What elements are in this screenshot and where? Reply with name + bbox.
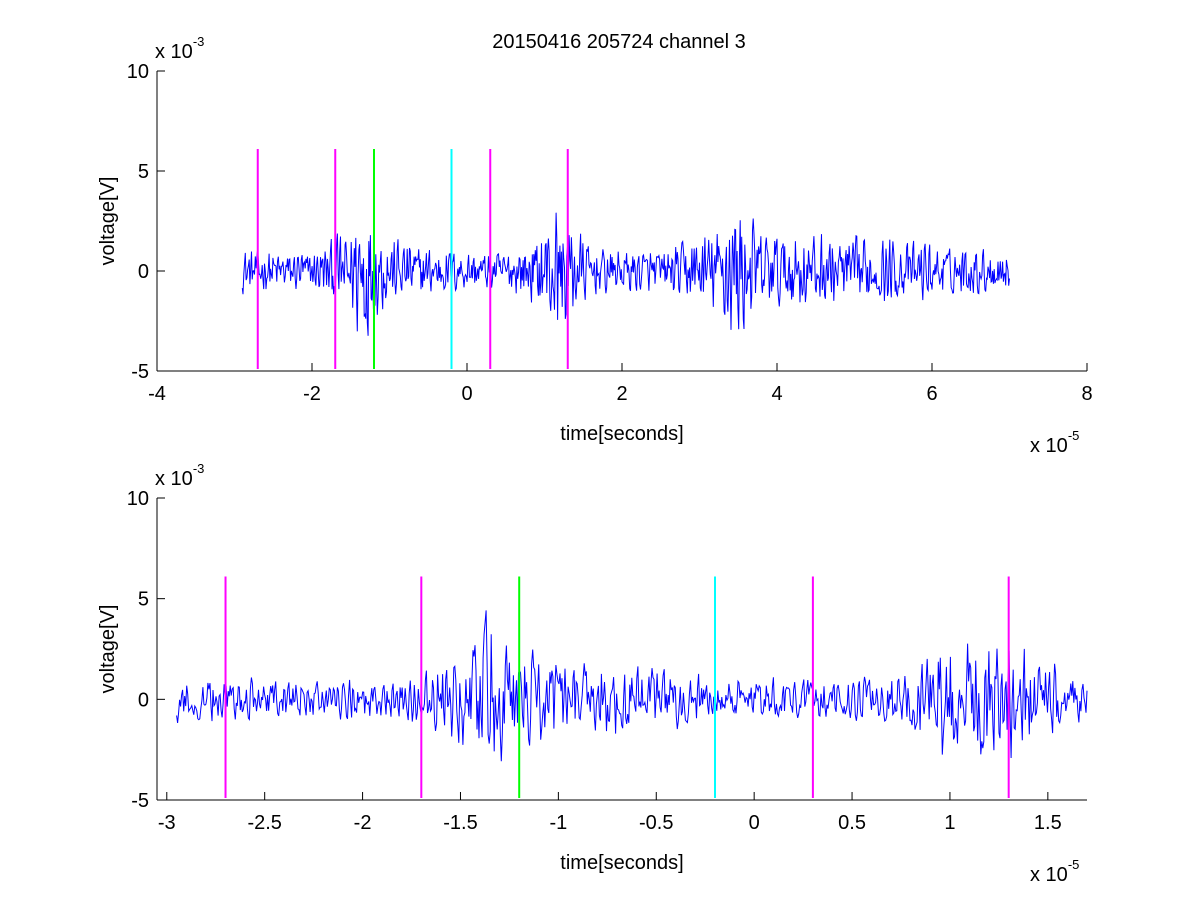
x-tick-label: 8 bbox=[1081, 383, 1092, 405]
y-tick-label: -5 bbox=[131, 361, 149, 383]
x-tick-label: -2 bbox=[354, 812, 372, 834]
x-tick-label: -3 bbox=[158, 812, 176, 834]
x-tick-label: 1 bbox=[944, 812, 955, 834]
x-tick-label: -4 bbox=[148, 383, 166, 405]
y-tick-label: 0 bbox=[138, 261, 149, 283]
y-tick-label: 10 bbox=[127, 61, 149, 83]
x-tick-label: 0 bbox=[749, 812, 760, 834]
signal-trace bbox=[176, 610, 1088, 762]
x-axis-label: time[seconds] bbox=[560, 852, 683, 874]
x-tick-label: 2 bbox=[616, 383, 627, 405]
x-tick-label: 4 bbox=[771, 383, 782, 405]
y-tick-label: -5 bbox=[131, 790, 149, 812]
x-tick-label: -0.5 bbox=[639, 812, 673, 834]
x-tick-label: -2 bbox=[303, 383, 321, 405]
y-multiplier: x 10-3 bbox=[155, 34, 204, 63]
x-multiplier: x 10-5 bbox=[1030, 857, 1079, 886]
x-tick-label: 1.5 bbox=[1034, 812, 1062, 834]
x-tick-label: -2.5 bbox=[247, 812, 281, 834]
bottom-plot: -3 -2.5 -2 -1.5 -1 -0.5 0 0.5 1 1.5 -5 0 5 10 time[sec… bbox=[97, 461, 1088, 886]
x-tick-label: -1 bbox=[549, 812, 567, 834]
signal-trace bbox=[241, 212, 1010, 336]
y-multiplier: x 10-3 bbox=[155, 461, 204, 490]
x-axis-label: time[seconds] bbox=[560, 423, 683, 445]
y-axis-label: voltage[V] bbox=[97, 177, 119, 266]
y-tick-label: 0 bbox=[138, 689, 149, 711]
x-tick-label: 0 bbox=[461, 383, 472, 405]
x-tick-label: 6 bbox=[926, 383, 937, 405]
x-tick-label: 0.5 bbox=[838, 812, 866, 834]
y-axis-label: voltage[V] bbox=[97, 605, 119, 694]
y-tick-label: 10 bbox=[127, 488, 149, 510]
top-plot: -4 -2 0 2 4 6 8 -5 0 5 10 time[seconds] voltage[V] x … bbox=[97, 34, 1093, 457]
x-multiplier: x 10-5 bbox=[1030, 428, 1079, 457]
chart-title: 20150416 205724 channel 3 bbox=[492, 31, 746, 53]
y-tick-label: 5 bbox=[138, 589, 149, 611]
y-tick-label: 5 bbox=[138, 161, 149, 183]
x-tick-label: -1.5 bbox=[443, 812, 477, 834]
